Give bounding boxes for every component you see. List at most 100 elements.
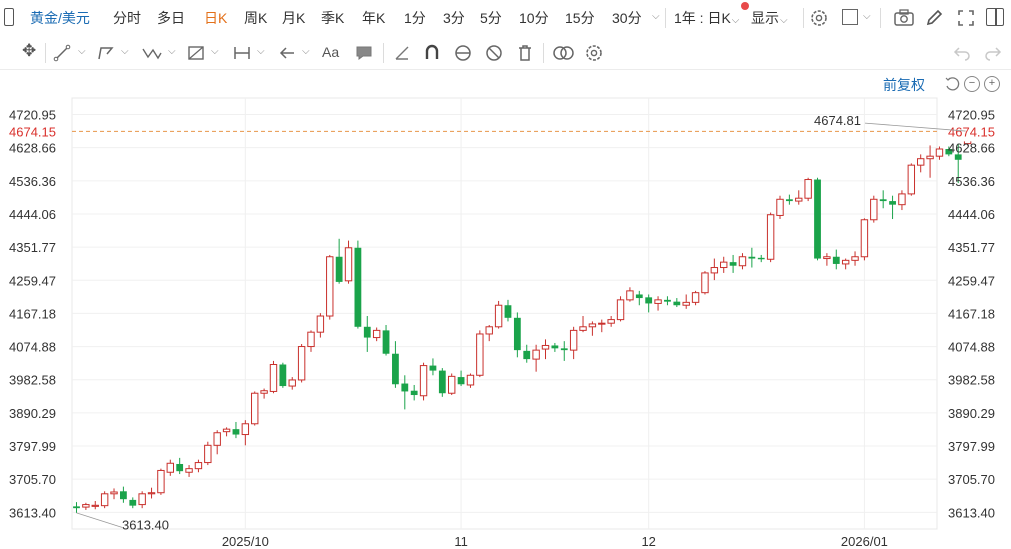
- period-tab[interactable]: 月K: [282, 10, 306, 26]
- chevron-down-icon[interactable]: ⌵: [863, 11, 871, 22]
- candle-body: [804, 179, 812, 199]
- candle-body: [814, 179, 821, 259]
- candle-body: [691, 292, 700, 303]
- hide-drawings-icon[interactable]: [484, 43, 504, 63]
- period-tab[interactable]: 30分: [612, 10, 642, 26]
- candle-body: [823, 256, 831, 260]
- period-tab[interactable]: 5分: [480, 10, 502, 26]
- y-tick-label: 4074.88: [948, 340, 995, 355]
- compare-icon[interactable]: [552, 44, 576, 62]
- square-style-icon[interactable]: [842, 9, 858, 25]
- candle-body: [560, 348, 568, 351]
- chevron-down-icon[interactable]: ⌵: [302, 46, 310, 57]
- settings-gear-icon[interactable]: [809, 8, 829, 28]
- comment-icon[interactable]: [354, 44, 374, 62]
- period-tab[interactable]: 分时: [113, 10, 141, 26]
- zoom-out-icon[interactable]: −: [964, 76, 980, 92]
- candle-body: [457, 377, 465, 385]
- undo-icon[interactable]: [952, 44, 972, 62]
- y-tick-label: 4074.88: [9, 340, 56, 355]
- candle-body: [860, 219, 869, 258]
- camera-icon[interactable]: [893, 8, 915, 28]
- sidebar-toggle-icon[interactable]: [4, 8, 14, 26]
- max-price-label: 4674.81: [814, 113, 861, 128]
- candle-body: [429, 365, 437, 371]
- candle-body: [898, 193, 906, 206]
- redo-icon[interactable]: [983, 44, 1003, 62]
- candle-body: [541, 344, 550, 350]
- adjustment-label[interactable]: 前复权: [883, 77, 925, 93]
- symbol-label[interactable]: 黄金/美元: [30, 10, 90, 26]
- candle-body: [682, 301, 690, 306]
- magnet-icon[interactable]: [423, 43, 441, 61]
- toolbar-separator: [383, 43, 384, 63]
- candle-body: [720, 261, 728, 269]
- trend-line-icon[interactable]: [53, 44, 71, 62]
- period-tab[interactable]: 日K: [204, 10, 228, 26]
- settings-gear-icon[interactable]: [584, 43, 604, 63]
- candle-body: [392, 353, 399, 385]
- range-select[interactable]: 1年 : 日K⌵: [674, 8, 739, 28]
- candle-body: [485, 326, 493, 335]
- period-tab[interactable]: 1分: [404, 10, 426, 26]
- chevron-down-icon[interactable]: ⌵: [168, 46, 176, 57]
- candle-body: [466, 374, 475, 386]
- candle-body: [166, 462, 175, 473]
- candle-body: [635, 294, 643, 299]
- toolbar-separator: [45, 43, 46, 63]
- display-label: 显示: [751, 10, 779, 26]
- pencil-icon[interactable]: [924, 8, 944, 28]
- measure-range-icon[interactable]: [232, 44, 252, 62]
- fullscreen-icon[interactable]: [956, 8, 976, 28]
- period-tab[interactable]: 周K: [244, 10, 268, 26]
- candle-body: [504, 305, 512, 318]
- candle-body: [598, 322, 606, 325]
- candle-body: [335, 256, 343, 282]
- candle-body: [438, 370, 446, 394]
- reset-icon[interactable]: [944, 76, 960, 92]
- candle-body: [241, 423, 250, 436]
- period-tab[interactable]: 年K: [362, 10, 386, 26]
- text-tool-icon[interactable]: Aa: [322, 44, 340, 60]
- candle-body: [344, 247, 353, 282]
- period-tab[interactable]: 3分: [443, 10, 465, 26]
- chevron-down-icon[interactable]: ⌵: [211, 46, 219, 57]
- candle-body: [795, 197, 803, 202]
- candle-body: [654, 299, 662, 304]
- candle-body: [729, 262, 737, 266]
- chevron-down-icon[interactable]: ⌵: [121, 46, 129, 57]
- chevron-down-icon[interactable]: ⌵: [257, 46, 265, 57]
- trash-icon[interactable]: [516, 43, 534, 63]
- period-tab[interactable]: 10分: [519, 10, 549, 26]
- y-tick-label: 4628.66: [9, 141, 56, 156]
- zoom-in-icon[interactable]: +: [984, 76, 1000, 92]
- candle-body: [185, 468, 193, 473]
- panel-layout-icon[interactable]: [986, 8, 1004, 26]
- fibonacci-icon[interactable]: [186, 44, 206, 62]
- polyline-icon[interactable]: [96, 44, 116, 62]
- wave-pattern-icon[interactable]: [141, 44, 163, 62]
- move-cross-icon[interactable]: ✥: [22, 41, 37, 60]
- candle-body: [935, 148, 944, 157]
- y-tick-label: 4536.36: [948, 174, 995, 189]
- x-axis: 2025/10 11 12 2026/01: [222, 534, 888, 549]
- y-tick-label: 4536.36: [9, 174, 56, 189]
- toolbar-separator: [803, 8, 804, 28]
- candle-body: [664, 299, 671, 302]
- candle-body: [138, 493, 146, 506]
- period-tab[interactable]: 季K: [321, 10, 345, 26]
- display-select[interactable]: 显示⌵: [751, 8, 788, 28]
- y-tick-label: 4351.77: [9, 240, 56, 255]
- x-tick-label: 2025/10: [222, 534, 269, 549]
- arrow-left-icon[interactable]: [277, 44, 297, 62]
- top-toolbar: 黄金/美元 分时 多日 日K 周K 月K 季K 年K 1分 3分 5分 10分 15分 30分 ⌵ 1年…: [0, 0, 1011, 37]
- chevron-down-icon[interactable]: ⌵: [78, 46, 86, 57]
- period-tab[interactable]: 多日: [157, 10, 185, 26]
- period-tab[interactable]: 15分: [565, 10, 595, 26]
- period-more-icon[interactable]: ⌵: [652, 11, 660, 22]
- candles: [73, 131, 972, 513]
- lock-drawings-icon[interactable]: [453, 43, 473, 63]
- candle-body: [157, 469, 165, 494]
- ruler-icon[interactable]: [393, 44, 411, 62]
